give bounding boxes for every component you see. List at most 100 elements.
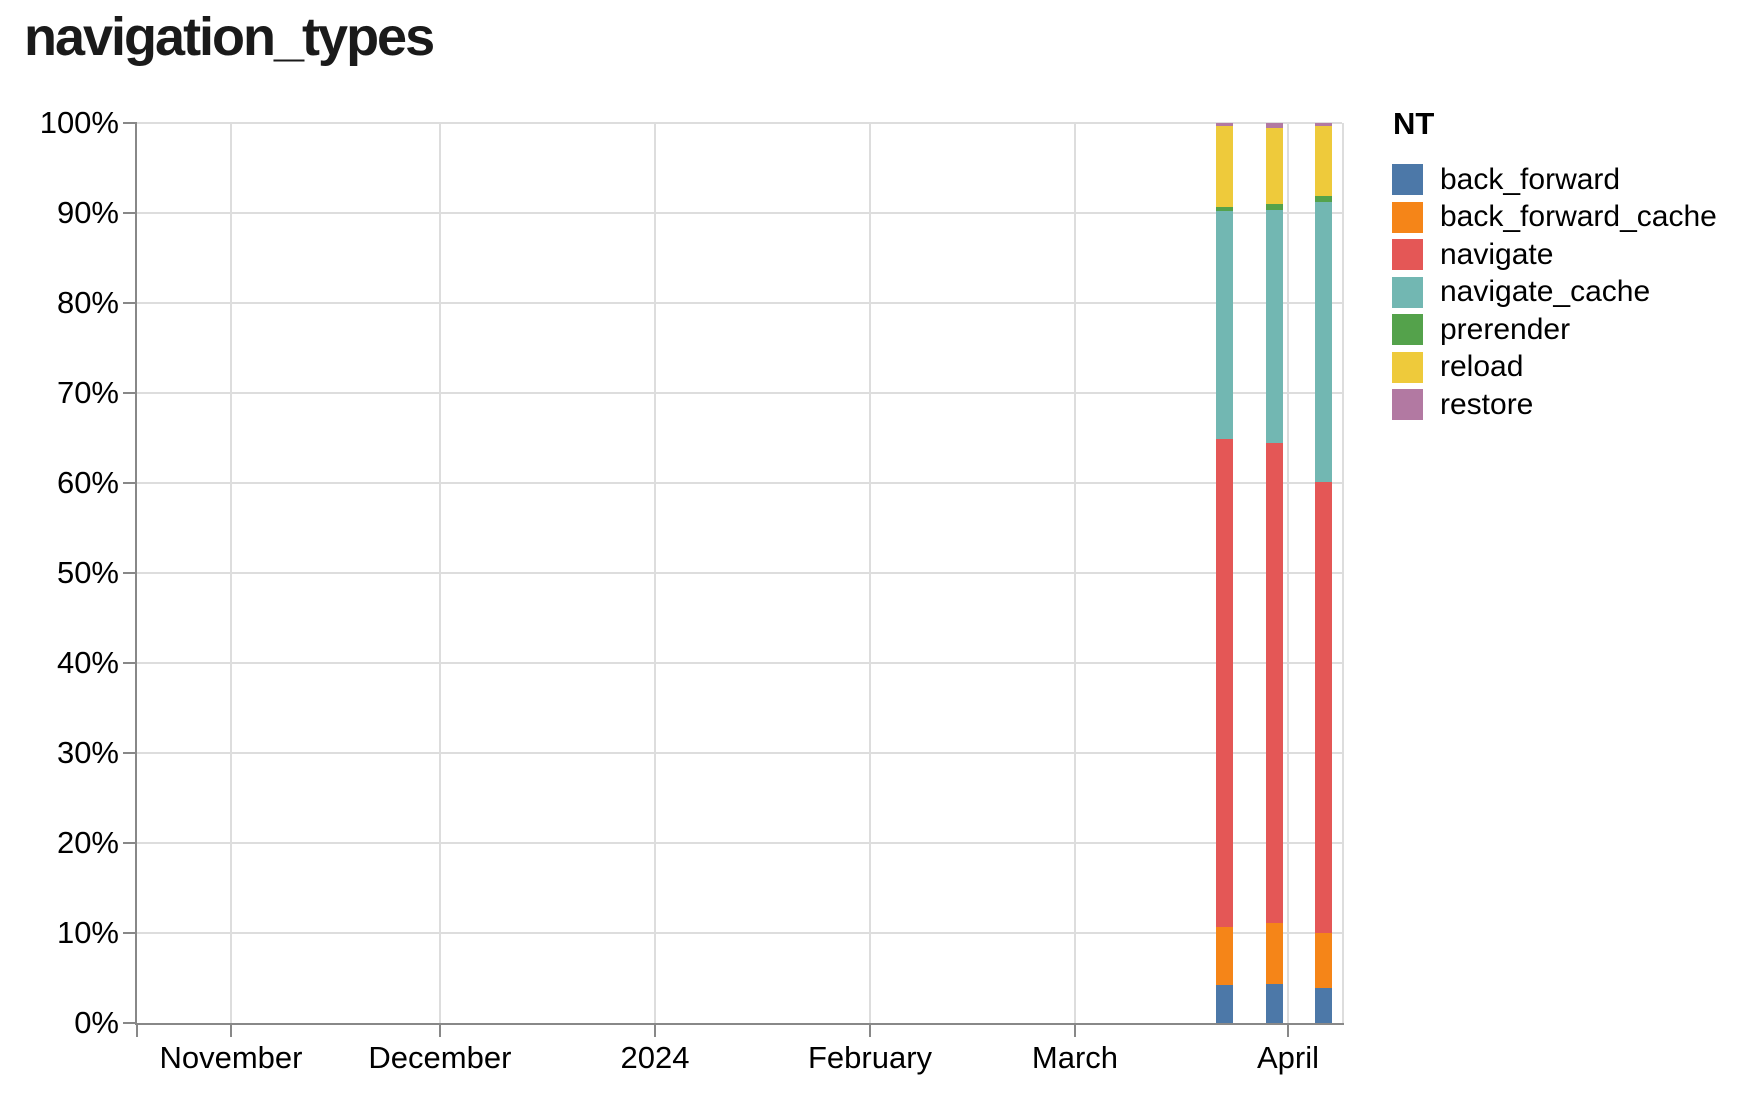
- legend-item-label: back_forward_cache: [1440, 200, 1717, 233]
- bar-segment-navigate_cache: [1266, 210, 1284, 444]
- bar-segment-prerender: [1314, 195, 1332, 203]
- stacked-bar-2024-04-06: [1314, 123, 1332, 1023]
- chart-title: navigation_types: [24, 7, 435, 67]
- legend-items: back_forward back_forward_cache navigate na…: [1392, 162, 1717, 421]
- y-axis-tick: [123, 842, 137, 844]
- x-axis-tick: [1073, 1025, 1076, 1037]
- gridline-vertical: [229, 123, 232, 1023]
- y-axis-label: 40%: [56, 645, 119, 680]
- legend-swatch-back_forward: [1392, 164, 1423, 195]
- bar-segment-back_forward: [1314, 987, 1332, 1023]
- x-axis-label: 2024: [620, 1040, 690, 1075]
- bar-segment-navigate: [1216, 438, 1233, 927]
- legend-item-label: prerender: [1440, 312, 1571, 346]
- y-axis-tick: [123, 482, 137, 484]
- y-axis-label: 80%: [56, 285, 119, 320]
- bar-segment-navigate_cache: [1314, 202, 1332, 483]
- gridline-vertical: [1073, 123, 1076, 1023]
- bar-segment-navigate: [1314, 482, 1332, 933]
- gridline-horizontal: [137, 212, 1342, 214]
- gridline-horizontal: [137, 932, 1342, 934]
- bar-segment-reload: [1216, 125, 1233, 207]
- legend-item-navigate: navigate: [1392, 237, 1717, 271]
- x-axis-tick: [229, 1025, 232, 1037]
- legend-item-restore: restore: [1392, 387, 1717, 421]
- legend-title: NT: [1393, 106, 1435, 141]
- gridline-vertical: [869, 123, 871, 1023]
- gridline-horizontal: [137, 842, 1342, 844]
- legend-swatch-navigate: [1392, 239, 1423, 270]
- bar-segment-navigate_cache: [1216, 211, 1233, 439]
- legend-item-back_forward: back_forward: [1392, 162, 1717, 196]
- y-axis-tick: [123, 392, 137, 394]
- gridline-horizontal: [137, 302, 1342, 304]
- bar-segment-prerender: [1266, 204, 1284, 211]
- bar-segment-back_forward: [1266, 984, 1284, 1023]
- x-axis-tick: [654, 1025, 657, 1037]
- legend-item-label: restore: [1440, 387, 1534, 421]
- y-axis-tick: [123, 1022, 137, 1024]
- bar-segment-prerender: [1216, 206, 1233, 212]
- y-axis-tick: [123, 662, 137, 664]
- legend-item-label: reload: [1440, 350, 1524, 383]
- y-axis-tick: [123, 302, 137, 304]
- y-axis-label: 10%: [56, 915, 119, 950]
- y-axis-label: 60%: [56, 465, 119, 500]
- bar-segment-restore: [1216, 123, 1233, 126]
- bar-segment-restore: [1314, 123, 1332, 126]
- stacked-bar-2024-03-23: [1216, 123, 1233, 1023]
- stacked-bar-2024-03-30: [1266, 123, 1284, 1023]
- bar-segment-navigate: [1266, 443, 1284, 924]
- y-axis-label: 90%: [56, 195, 119, 230]
- legend-swatch-reload: [1392, 351, 1423, 383]
- y-axis-label: 100%: [39, 105, 119, 140]
- y-axis-domain-line: [135, 123, 137, 1025]
- bar-segment-back_forward: [1216, 985, 1233, 1023]
- gridline-horizontal: [137, 572, 1342, 574]
- x-axis-label: December: [368, 1040, 512, 1075]
- gridline-horizontal: [137, 752, 1342, 754]
- legend-item-label: navigate_cache: [1440, 275, 1651, 308]
- gridline-vertical: [1287, 123, 1290, 1023]
- x-axis-label: March: [1031, 1040, 1119, 1075]
- x-axis-label: February: [807, 1040, 933, 1075]
- legend-swatch-back_forward_cache: [1392, 201, 1423, 233]
- legend-item-label: back_forward: [1440, 162, 1621, 196]
- legend-item-label: navigate: [1440, 237, 1554, 271]
- bar-segment-reload: [1314, 125, 1332, 196]
- y-axis-tick: [123, 752, 137, 754]
- bar-segment-back_forward_cache: [1216, 926, 1233, 986]
- x-axis-tick: [869, 1025, 871, 1037]
- plot-right-border: [1342, 123, 1344, 1023]
- y-axis-tick: [123, 212, 137, 214]
- legend-swatch-restore: [1392, 389, 1423, 420]
- y-axis-label: 50%: [56, 555, 119, 590]
- bar-segment-restore: [1266, 123, 1284, 128]
- gridline-vertical: [438, 123, 441, 1023]
- gridline-horizontal: [137, 482, 1342, 484]
- y-axis-label: 30%: [56, 735, 119, 770]
- x-axis-tick: [438, 1025, 441, 1037]
- bar-segment-back_forward_cache: [1314, 933, 1332, 988]
- legend-item-navigate_cache: navigate_cache: [1392, 275, 1717, 308]
- legend-swatch-prerender: [1392, 314, 1423, 345]
- legend-item-back_forward_cache: back_forward_cache: [1392, 200, 1717, 233]
- x-axis-tick: [1287, 1025, 1290, 1037]
- y-axis-tick: [123, 122, 137, 124]
- legend-item-reload: reload: [1392, 350, 1717, 383]
- y-axis-label: 20%: [56, 825, 119, 860]
- bar-segment-reload: [1266, 127, 1284, 204]
- gridline-horizontal: [137, 392, 1342, 394]
- legend-item-prerender: prerender: [1392, 312, 1717, 346]
- x-axis-domain-line: [135, 1023, 1344, 1025]
- legend-swatch-navigate_cache: [1392, 276, 1423, 308]
- plot-area: [137, 122, 1342, 1023]
- x-axis-edge-tick: [136, 1025, 138, 1037]
- gridline-horizontal: [137, 122, 1342, 124]
- gridline-vertical: [654, 123, 657, 1023]
- bar-segment-back_forward_cache: [1266, 923, 1284, 985]
- x-axis-label: April: [1257, 1040, 1320, 1075]
- y-axis-label: 0%: [74, 1005, 119, 1040]
